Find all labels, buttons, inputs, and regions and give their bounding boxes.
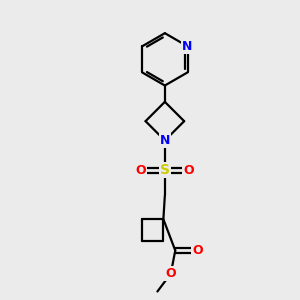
Text: O: O (136, 164, 146, 177)
Text: O: O (166, 267, 176, 280)
Text: S: S (160, 163, 170, 177)
Text: N: N (160, 134, 170, 147)
Text: O: O (183, 164, 194, 177)
Text: O: O (192, 244, 203, 257)
Text: N: N (182, 40, 193, 53)
